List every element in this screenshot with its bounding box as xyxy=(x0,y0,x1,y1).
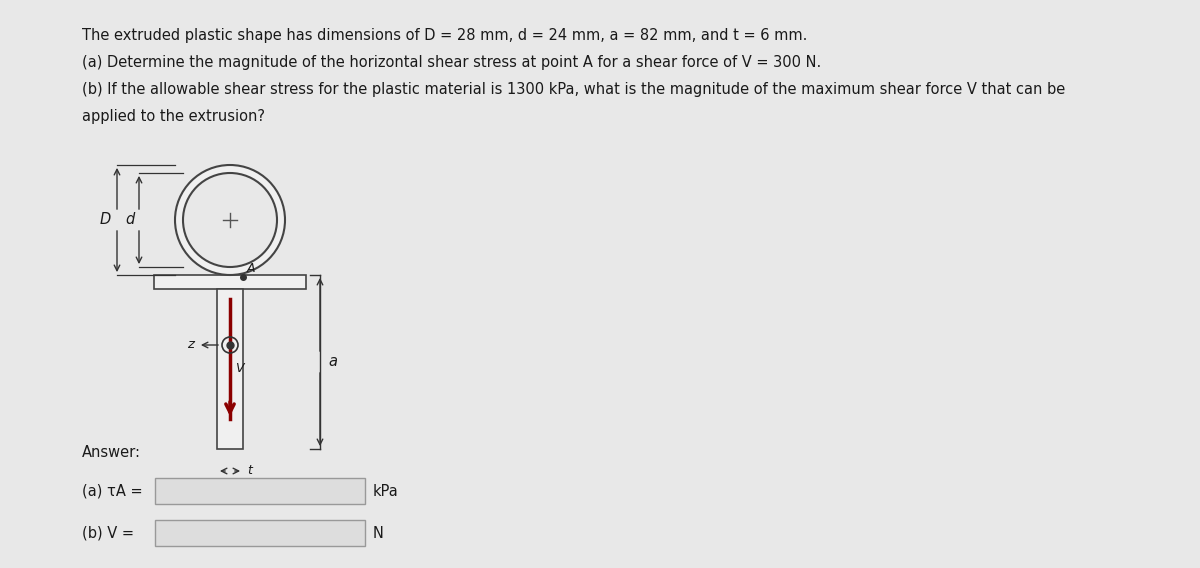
Bar xyxy=(155,520,365,546)
Text: d: d xyxy=(126,212,134,228)
Text: a: a xyxy=(328,354,337,370)
Bar xyxy=(154,275,306,289)
Text: Answer:: Answer: xyxy=(82,445,142,460)
Text: (a) Determine the magnitude of the horizontal shear stress at point A for a shea: (a) Determine the magnitude of the horiz… xyxy=(82,55,821,70)
Text: (a) τA =: (a) τA = xyxy=(82,483,143,499)
Circle shape xyxy=(175,165,286,275)
Text: V: V xyxy=(235,362,244,375)
Bar xyxy=(217,289,242,449)
Text: kPa: kPa xyxy=(373,483,398,499)
Text: z: z xyxy=(187,339,194,352)
Text: (b) If the allowable shear stress for the plastic material is 1300 kPa, what is : (b) If the allowable shear stress for th… xyxy=(82,82,1066,97)
Text: t: t xyxy=(247,465,252,478)
Text: y: y xyxy=(235,223,242,236)
Bar xyxy=(155,478,365,504)
Text: D: D xyxy=(100,212,112,228)
Text: A: A xyxy=(247,262,256,275)
Text: The extruded plastic shape has dimensions of D = 28 mm, d = 24 mm, a = 82 mm, an: The extruded plastic shape has dimension… xyxy=(82,28,808,43)
Circle shape xyxy=(182,173,277,267)
Text: (b) V =: (b) V = xyxy=(82,525,134,541)
Text: applied to the extrusion?: applied to the extrusion? xyxy=(82,109,265,124)
Text: N: N xyxy=(373,525,384,541)
